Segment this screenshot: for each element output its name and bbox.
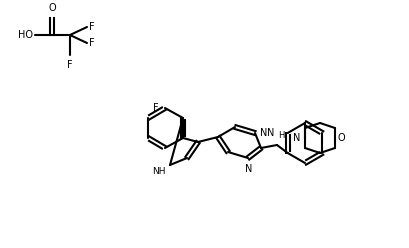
Text: F: F xyxy=(153,103,159,113)
Text: N: N xyxy=(259,128,267,138)
Text: F: F xyxy=(89,22,94,32)
Text: F: F xyxy=(89,38,94,48)
Text: O: O xyxy=(337,133,345,143)
Text: N: N xyxy=(292,133,300,143)
Text: N: N xyxy=(266,128,273,138)
Text: NH: NH xyxy=(152,167,166,176)
Text: N: N xyxy=(245,164,252,174)
Text: HO: HO xyxy=(18,30,33,40)
Text: H: H xyxy=(277,131,284,140)
Text: F: F xyxy=(67,60,73,70)
Text: O: O xyxy=(48,3,56,13)
